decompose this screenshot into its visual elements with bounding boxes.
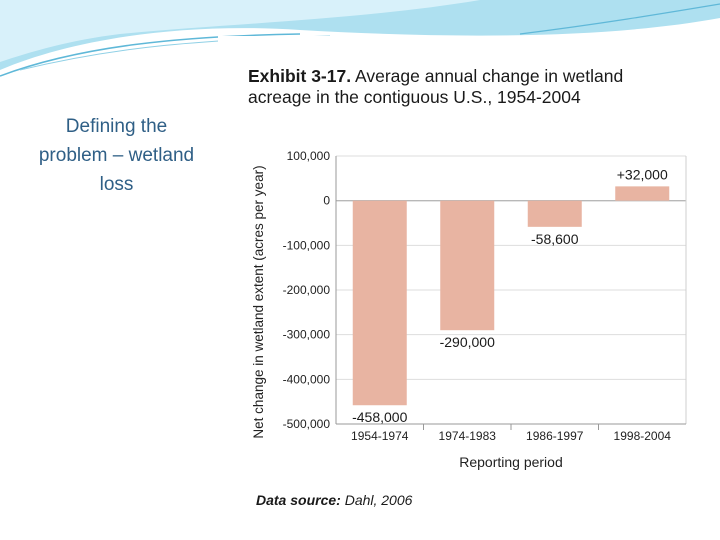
- data-label: -58,600: [531, 231, 579, 247]
- bar-1986-1997: [527, 200, 582, 227]
- bar-1998-2004: [615, 186, 670, 201]
- y-tick-label: 0: [323, 194, 330, 208]
- wave-line-1: [0, 33, 301, 77]
- bar-1974-1983: [440, 200, 495, 331]
- slide-header-decoration: [0, 0, 720, 77]
- y-tick-label: -100,000: [283, 238, 331, 252]
- data-source-text: Dahl, 2006: [344, 492, 413, 508]
- y-tick-label: 100,000: [287, 149, 331, 163]
- slide-title-line-3: loss: [99, 174, 134, 195]
- wave-band-light: [0, 0, 480, 62]
- x-tick-label: 1998-2004: [614, 429, 672, 443]
- wave-line-3: [519, 3, 720, 35]
- y-tick-label: -400,000: [283, 372, 331, 386]
- data-source: Data source: Dahl, 2006: [256, 492, 412, 508]
- bar-1954-1974: [352, 200, 407, 406]
- exhibit-title: Exhibit 3-17. Average annual change in w…: [248, 66, 698, 108]
- data-label: +32,000: [617, 166, 668, 182]
- x-tick-label: 1954-1974: [351, 429, 409, 443]
- exhibit-label: Exhibit 3-17.: [248, 66, 352, 86]
- y-axis-title: Net change in wetland extent (acres per …: [251, 165, 266, 438]
- y-tick-label: -300,000: [283, 328, 331, 342]
- data-label: -290,000: [440, 334, 495, 350]
- y-tick-label: -200,000: [283, 283, 331, 297]
- exhibit-title-line-1: Average annual change in wetland: [355, 66, 624, 86]
- x-tick-label: 1986-1997: [526, 429, 584, 443]
- slide-title-line-1: Defining the: [65, 116, 168, 137]
- data-label: -458,000: [352, 409, 407, 425]
- y-tick-label: -500,000: [283, 417, 331, 431]
- slide-title: Defining the problem – wetland loss: [14, 112, 219, 199]
- slide-title-line-2: problem – wetland: [38, 145, 195, 166]
- x-axis-title: Reporting period: [459, 454, 563, 470]
- data-source-label: Data source:: [256, 492, 341, 508]
- exhibit-title-line-2: acreage in the contiguous U.S., 1954-200…: [248, 87, 581, 107]
- x-tick-label: 1974-1983: [439, 429, 497, 443]
